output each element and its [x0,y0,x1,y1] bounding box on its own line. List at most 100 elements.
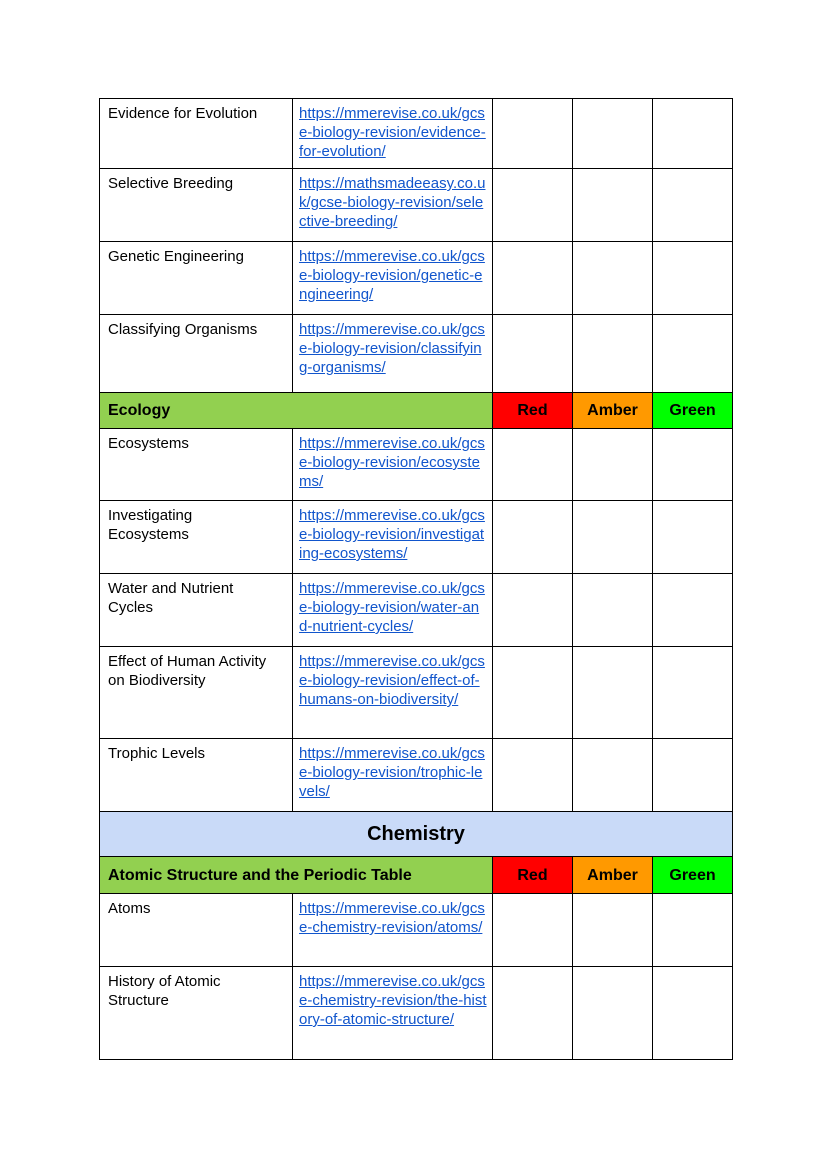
status-cell-green[interactable] [652,893,733,967]
topic-link-cell: https://mathsmadeeasy.co.uk/gcse-biology… [292,168,493,242]
topic-row: History of Atomic Structure https://mmere… [99,966,733,1060]
topic-link[interactable]: https://mmerevise.co.uk/gcse-biology-rev… [299,745,485,800]
topic-row: Effect of Human Activity on Biodiversity… [99,646,733,739]
status-cell-amber[interactable] [572,966,653,1060]
topic-link-cell: https://mmerevise.co.uk/gcse-biology-rev… [292,573,493,647]
subject-banner-row: Chemistry [99,811,733,857]
status-cell-amber[interactable] [572,98,653,169]
topic-link[interactable]: https://mmerevise.co.uk/gcse-biology-rev… [299,248,485,303]
status-cell-red[interactable] [492,573,573,647]
topic-link-cell: https://mmerevise.co.uk/gcse-biology-rev… [292,500,493,574]
status-cell-green[interactable] [652,241,733,315]
topic-row: Trophic Levels https://mmerevise.co.uk/gc… [99,738,733,812]
status-cell-amber[interactable] [572,428,653,501]
status-cell-amber[interactable] [572,646,653,739]
status-cell-green[interactable] [652,500,733,574]
status-cell-amber[interactable] [572,573,653,647]
status-cell-amber[interactable] [572,738,653,812]
topic-row: Genetic Engineering https://mmerevise.co.… [99,241,733,315]
topic-link-cell: https://mmerevise.co.uk/gcse-biology-rev… [292,241,493,315]
rag-header-amber: Amber [572,856,653,894]
status-cell-green[interactable] [652,168,733,242]
topic-name-cell: Evidence for Evolution [99,98,293,169]
rag-header-green: Green [652,392,733,429]
topic-row: Water and Nutrient Cycles https://mmerevi… [99,573,733,647]
section-title: Ecology [108,402,171,419]
topic-label: Selective Breeding [108,175,234,192]
topic-row: Selective Breeding https://mathsmadeeasy.… [99,168,733,242]
topic-name-cell: Genetic Engineering [99,241,293,315]
topic-link[interactable]: https://mmerevise.co.uk/gcse-biology-rev… [299,435,485,490]
topic-link[interactable]: https://mmerevise.co.uk/gcse-biology-rev… [299,105,486,160]
topic-name-cell: Investigating Ecosystems [99,500,293,574]
status-cell-green[interactable] [652,428,733,501]
topic-row: Evidence for Evolution https://mmerevise.… [99,98,733,169]
topic-link[interactable]: https://mmerevise.co.uk/gcse-chemistry-r… [299,973,487,1028]
topic-label: Ecosystems [108,435,189,452]
status-cell-red[interactable] [492,966,573,1060]
status-cell-amber[interactable] [572,314,653,393]
section-title: Atomic Structure and the Periodic Table [108,866,412,884]
topic-row: Atoms https://mmerevise.co.uk/gcse-chemis… [99,893,733,967]
topic-link-cell: https://mmerevise.co.uk/gcse-biology-rev… [292,738,493,812]
status-cell-red[interactable] [492,646,573,739]
topic-name-cell: Water and Nutrient Cycles [99,573,293,647]
topic-row: Investigating Ecosystems https://mmerevis… [99,500,733,574]
status-cell-red[interactable] [492,168,573,242]
topic-name-cell: Selective Breeding [99,168,293,242]
status-cell-red[interactable] [492,738,573,812]
status-cell-green[interactable] [652,646,733,739]
status-cell-red[interactable] [492,98,573,169]
topic-link[interactable]: https://mathsmadeeasy.co.uk/gcse-biology… [299,175,486,230]
topic-label: History of Atomic Structure [108,973,221,1009]
section-title-cell: Ecology [99,392,493,429]
status-cell-green[interactable] [652,573,733,647]
status-cell-green[interactable] [652,314,733,393]
status-cell-green[interactable] [652,966,733,1060]
topic-label: Genetic Engineering [108,248,244,265]
status-cell-amber[interactable] [572,893,653,967]
topic-link-cell: https://mmerevise.co.uk/gcse-biology-rev… [292,314,493,393]
topic-link-cell: https://mmerevise.co.uk/gcse-chemistry-r… [292,966,493,1060]
topic-link[interactable]: https://mmerevise.co.uk/gcse-biology-rev… [299,507,485,562]
topic-link[interactable]: https://mmerevise.co.uk/gcse-biology-rev… [299,321,485,376]
topic-label: Classifying Organisms [108,321,258,338]
rag-header-red: Red [492,856,573,894]
rag-header-amber: Amber [572,392,653,429]
topic-row: Classifying Organisms https://mmerevise.c… [99,314,733,393]
topic-name-cell: Ecosystems [99,428,293,501]
status-cell-red[interactable] [492,314,573,393]
topic-label: Water and Nutrient Cycles [108,580,234,616]
section-title-cell: Atomic Structure and the Periodic Table [99,856,493,894]
status-cell-red[interactable] [492,428,573,501]
subject-banner-cell: Chemistry [99,811,733,857]
topic-row: Ecosystems https://mmerevise.co.uk/gcse-b… [99,428,733,501]
topic-link[interactable]: https://mmerevise.co.uk/gcse-biology-rev… [299,580,485,635]
topic-label: Atoms [108,900,151,917]
status-cell-green[interactable] [652,738,733,812]
topic-link-cell: https://mmerevise.co.uk/gcse-biology-rev… [292,428,493,501]
topic-link[interactable]: https://mmerevise.co.uk/gcse-chemistry-r… [299,900,485,936]
status-cell-amber[interactable] [572,168,653,242]
topic-link-cell: https://mmerevise.co.uk/gcse-biology-rev… [292,98,493,169]
topic-name-cell: Atoms [99,893,293,967]
status-cell-amber[interactable] [572,241,653,315]
status-cell-red[interactable] [492,893,573,967]
topic-link-cell: https://mmerevise.co.uk/gcse-chemistry-r… [292,893,493,967]
topic-link-cell: https://mmerevise.co.uk/gcse-biology-rev… [292,646,493,739]
topic-name-cell: Classifying Organisms [99,314,293,393]
status-cell-amber[interactable] [572,500,653,574]
topic-label: Investigating Ecosystems [108,507,193,543]
rag-header-red: Red [492,392,573,429]
section-header-row: Atomic Structure and the Periodic Table R… [99,856,733,894]
topic-label: Effect of Human Activity on Biodiversity [108,653,267,689]
status-cell-green[interactable] [652,98,733,169]
topic-name-cell: Effect of Human Activity on Biodiversity [99,646,293,739]
topic-name-cell: History of Atomic Structure [99,966,293,1060]
topic-link[interactable]: https://mmerevise.co.uk/gcse-biology-rev… [299,653,485,708]
status-cell-red[interactable] [492,241,573,315]
topic-label: Trophic Levels [108,745,205,762]
topic-name-cell: Trophic Levels [99,738,293,812]
status-cell-red[interactable] [492,500,573,574]
revision-tracker-table: Evidence for Evolution https://mmerevise.… [99,98,733,1060]
